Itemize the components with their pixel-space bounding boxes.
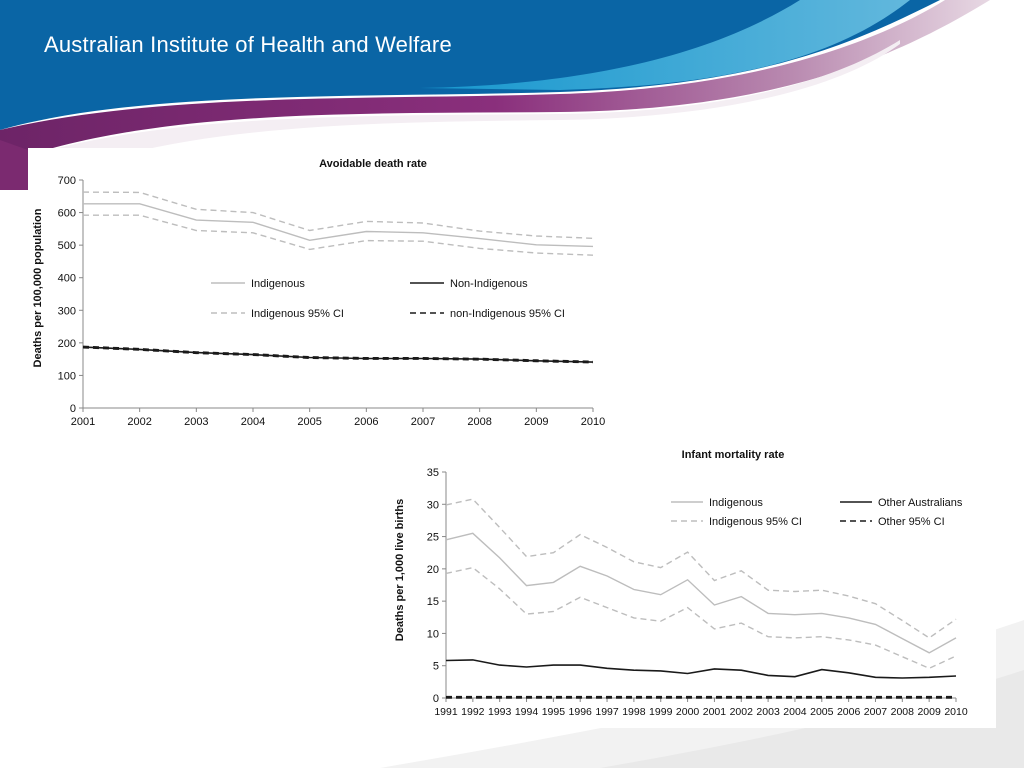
series-line-indigenous-95-ci bbox=[82, 191, 594, 239]
x-tick-label: 2006 bbox=[837, 706, 861, 718]
x-tick-label: 2006 bbox=[354, 416, 378, 428]
legend-label: Indigenous bbox=[709, 497, 763, 509]
legend-label: Other 95% CI bbox=[878, 516, 945, 528]
x-tick-label: 1993 bbox=[488, 706, 512, 718]
x-tick-label: 2001 bbox=[71, 416, 95, 428]
y-tick-label: 25 bbox=[427, 532, 439, 544]
x-tick-label: 2004 bbox=[241, 416, 265, 428]
y-tick-label: 600 bbox=[58, 208, 76, 220]
x-tick-label: 2004 bbox=[783, 706, 807, 718]
chart-title: Infant mortality rate bbox=[682, 449, 785, 461]
x-tick-label: 2007 bbox=[411, 416, 435, 428]
legend-label: non-Indigenous 95% CI bbox=[450, 308, 565, 320]
x-tick-label: 1998 bbox=[622, 706, 646, 718]
series-line-indigenous-95-ci bbox=[83, 214, 594, 256]
x-tick-label: 2009 bbox=[524, 416, 548, 428]
x-tick-label: 2010 bbox=[581, 416, 605, 428]
y-axis-label: Deaths per 100,000 population bbox=[32, 208, 44, 367]
legend-label: Indigenous 95% CI bbox=[709, 516, 802, 528]
plot-area: 0 100 200 300 400 500 600 700 2001 2002 2003 2004 20… bbox=[58, 175, 606, 428]
x-tick-label: 1991 bbox=[434, 706, 458, 718]
y-tick-label: 15 bbox=[427, 596, 439, 608]
x-tick-label: 2000 bbox=[676, 706, 700, 718]
avoidable-death-chart: Avoidable death rate Deaths per 100,000 … bbox=[28, 148, 628, 440]
series-line-indigenous bbox=[445, 532, 957, 654]
legend-label: Other Australians bbox=[878, 497, 963, 509]
series-line-non-indigenous-95-ci bbox=[82, 346, 594, 364]
x-tick-label: 2008 bbox=[467, 416, 491, 428]
y-tick-label: 35 bbox=[427, 467, 439, 479]
y-tick-label: 10 bbox=[427, 628, 439, 640]
legend-label: Indigenous 95% CI bbox=[251, 308, 344, 320]
series-line-indigenous-95-ci bbox=[445, 566, 957, 670]
y-axis-label: Deaths per 1,000 live births bbox=[394, 499, 406, 641]
series-line-indigenous bbox=[83, 203, 594, 248]
x-tick-label: 1999 bbox=[649, 706, 673, 718]
x-tick-label: 2007 bbox=[864, 706, 888, 718]
legend-label: Non-Indigenous bbox=[450, 278, 528, 290]
x-tick-label: 2002 bbox=[730, 706, 754, 718]
y-tick-label: 0 bbox=[70, 403, 76, 415]
background-swoosh bbox=[380, 620, 1024, 768]
x-tick-label: 2002 bbox=[127, 416, 151, 428]
x-tick-label: 2008 bbox=[891, 706, 915, 718]
y-tick-label: 20 bbox=[427, 564, 439, 576]
series-line-indigenous-95-ci bbox=[445, 498, 957, 639]
series-line-non-indigenous-95-ci bbox=[82, 345, 594, 363]
y-tick-label: 400 bbox=[58, 273, 76, 285]
header-banner bbox=[0, 0, 990, 190]
organization-title: Australian Institute of Health and Welfa… bbox=[44, 32, 452, 57]
y-tick-label: 0 bbox=[433, 693, 439, 705]
legend-label: Indigenous bbox=[251, 278, 305, 290]
series-line-other-australians bbox=[445, 659, 957, 679]
y-tick-label: 300 bbox=[58, 305, 76, 317]
y-tick-label: 30 bbox=[427, 499, 439, 511]
chart-background bbox=[28, 148, 628, 440]
x-tick-label: 2003 bbox=[184, 416, 208, 428]
x-tick-label: 2003 bbox=[756, 706, 780, 718]
x-tick-label: 2001 bbox=[703, 706, 727, 718]
y-tick-label: 100 bbox=[58, 370, 76, 382]
x-tick-label: 1994 bbox=[515, 706, 539, 718]
x-tick-label: 2010 bbox=[944, 706, 968, 718]
x-tick-label: 1992 bbox=[461, 706, 485, 718]
x-tick-label: 1996 bbox=[569, 706, 593, 718]
x-tick-label: 2009 bbox=[917, 706, 941, 718]
x-tick-label: 2005 bbox=[810, 706, 834, 718]
chart-title: Avoidable death rate bbox=[319, 158, 427, 170]
x-tick-label: 1997 bbox=[595, 706, 619, 718]
x-tick-label: 1995 bbox=[542, 706, 566, 718]
y-tick-label: 500 bbox=[58, 240, 76, 252]
x-tick-label: 2005 bbox=[297, 416, 321, 428]
infant-mortality-chart: Infant mortality rate Deaths per 1,000 l… bbox=[388, 440, 996, 728]
y-tick-label: 5 bbox=[433, 661, 439, 673]
y-tick-label: 700 bbox=[58, 175, 76, 187]
y-tick-label: 200 bbox=[58, 338, 76, 350]
